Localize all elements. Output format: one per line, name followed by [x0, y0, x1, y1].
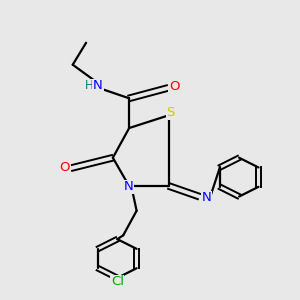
Text: N: N: [124, 180, 134, 193]
Text: N: N: [93, 80, 103, 92]
Text: S: S: [167, 106, 175, 119]
Text: Cl: Cl: [111, 275, 124, 288]
Text: O: O: [169, 80, 180, 93]
Text: N: N: [201, 191, 211, 204]
Text: H: H: [85, 80, 93, 92]
Text: O: O: [59, 161, 70, 174]
